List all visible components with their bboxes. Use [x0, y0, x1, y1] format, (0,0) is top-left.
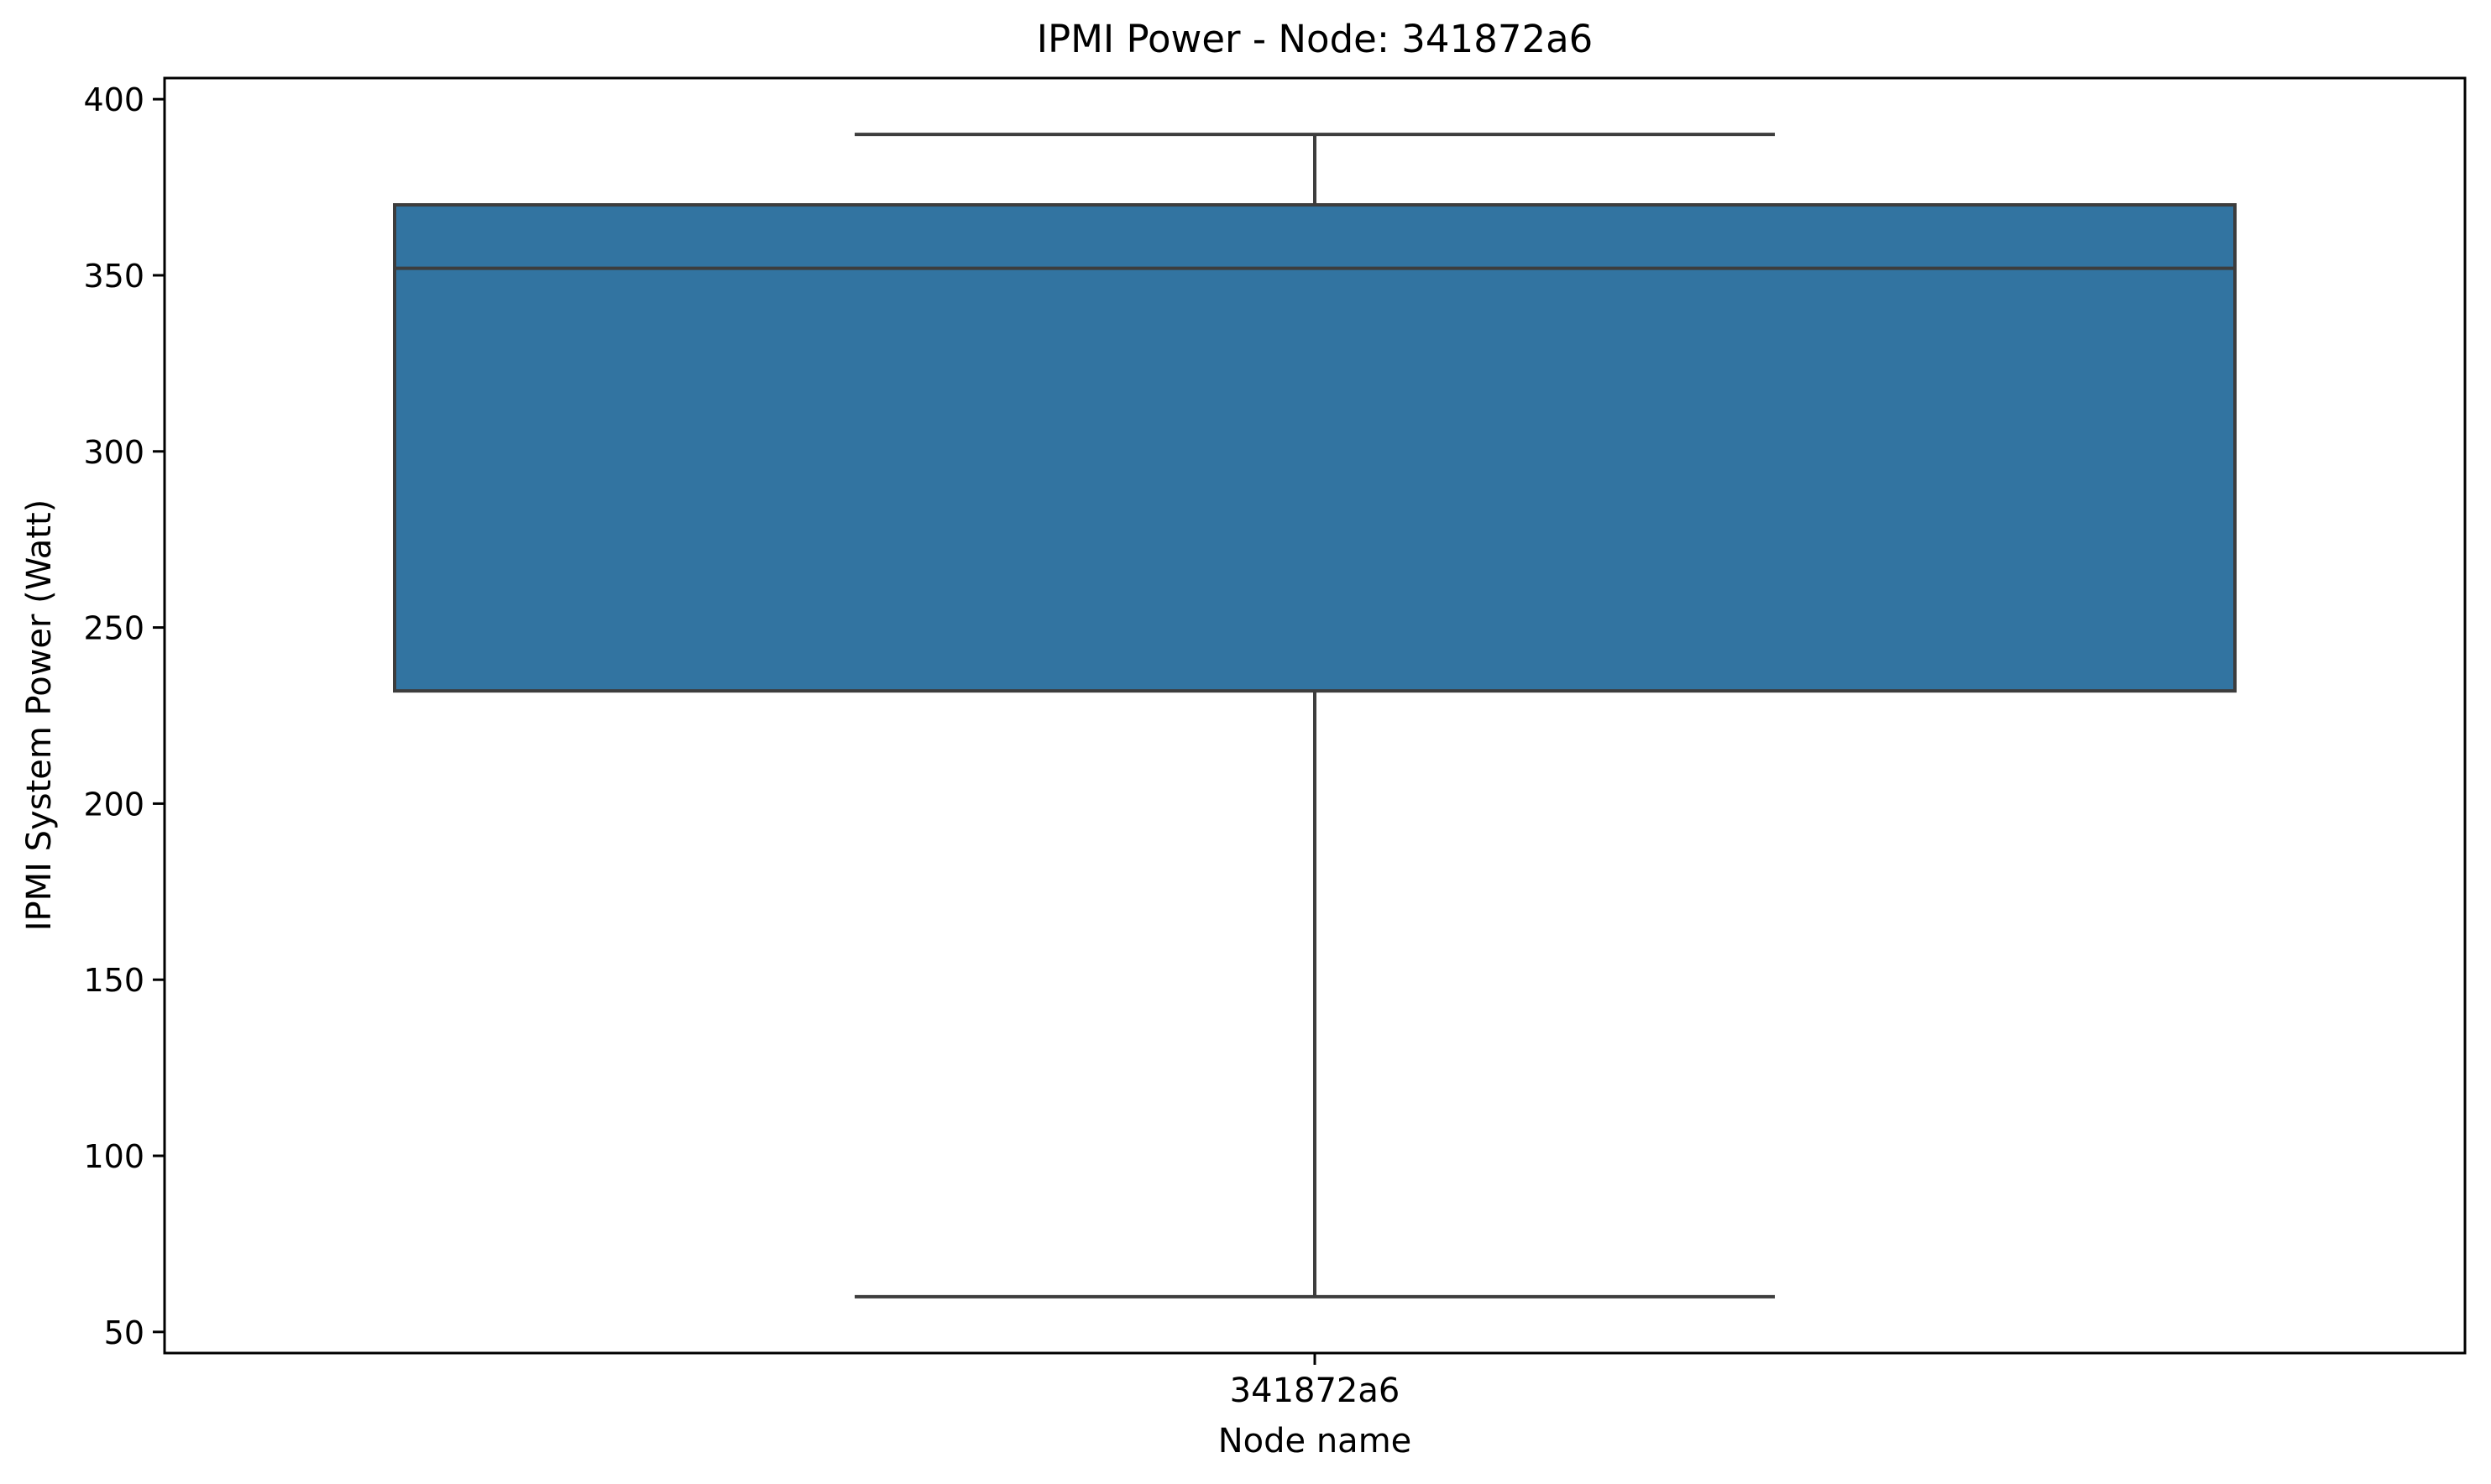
- y-tick-label: 150: [83, 962, 144, 999]
- box-plot-series: [393, 133, 2237, 1298]
- y-axis-label: IPMI System Power (Watt): [20, 499, 59, 932]
- plot-frame: [163, 76, 2467, 1355]
- y-tick-label: 400: [83, 81, 144, 118]
- box-iqr: [393, 203, 2237, 693]
- y-tick-label: 250: [83, 610, 144, 647]
- x-axis-ticks: 341872a6: [1230, 1353, 1400, 1410]
- x-axis-label: Node name: [1218, 1422, 1412, 1460]
- y-tick-label: 100: [83, 1138, 144, 1175]
- x-tick-label: 341872a6: [1230, 1372, 1400, 1410]
- y-tick-label: 50: [104, 1314, 144, 1351]
- chart-title: IPMI Power - Node: 341872a6: [1037, 17, 1594, 61]
- y-tick-label: 350: [83, 258, 144, 295]
- y-tick-label: 200: [83, 786, 144, 823]
- y-axis-ticks: 50 100 150 200 250 300 350 400: [83, 81, 165, 1351]
- y-tick-label: 300: [83, 434, 144, 471]
